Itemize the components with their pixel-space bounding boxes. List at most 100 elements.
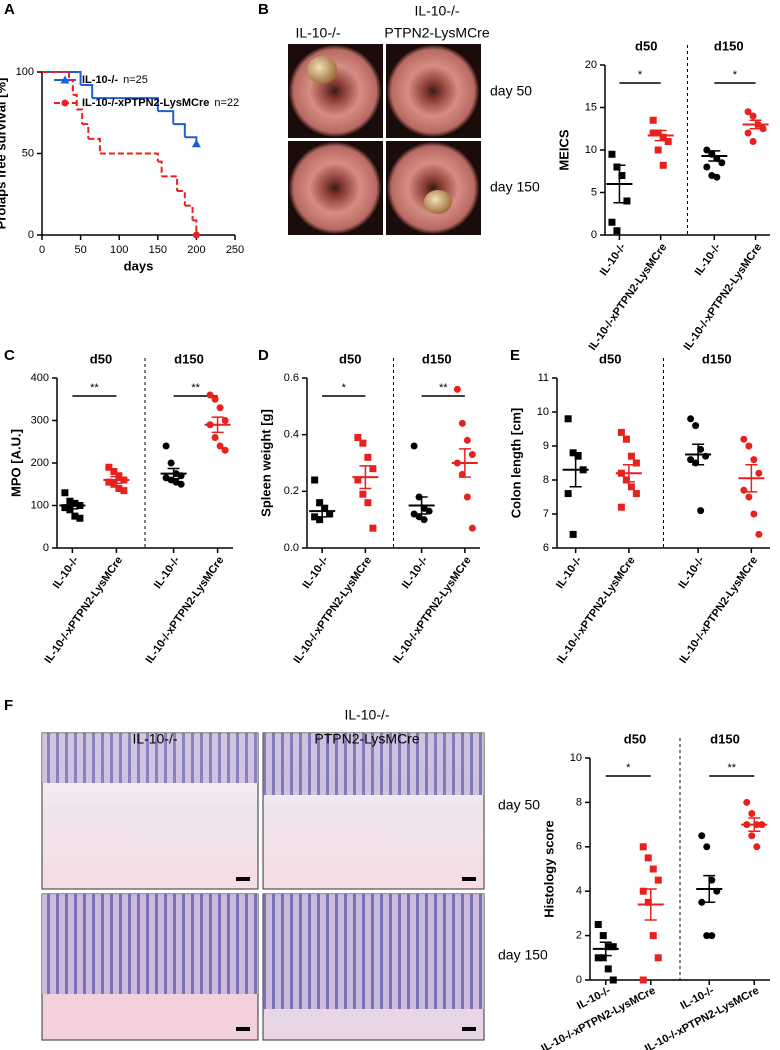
y-tick-label: 5 [591,186,597,198]
point [191,139,201,148]
significance-label: ** [90,382,99,394]
x-tick-label: IL-10-/-xPTPN2-LysMCre [144,555,227,666]
y-tick-label: 4 [576,885,582,897]
x-tick-label: IL-10-/-xPTPN2-LysMCre [291,555,374,666]
point [617,503,625,511]
point [687,456,695,464]
point [369,524,377,532]
column-header: IL-10-/- [132,731,177,747]
point [749,112,757,120]
point [632,490,640,498]
group-title: d50 [599,351,621,366]
legend-n: n=22 [214,97,239,109]
point [639,887,647,895]
x-tick-label: IL-10-/- [676,554,707,591]
group-title: d50 [635,38,657,53]
point [609,976,617,984]
point [410,442,418,450]
point [569,530,577,538]
point [654,129,662,137]
y-tick-label: 0 [43,542,49,554]
legend-marker [61,99,69,107]
row-label: day 150 [490,179,540,195]
point [692,422,700,430]
survival-step [184,204,194,221]
error-bar [569,452,582,488]
point [110,468,118,475]
point [120,487,128,495]
y-tick-label: 50 [22,147,34,159]
point [622,435,630,443]
error-bar [110,475,123,485]
point [115,472,123,480]
point [654,146,662,154]
panel-label: B [258,1,269,18]
point [748,832,756,840]
significance-label: * [638,69,643,81]
point [703,932,711,940]
point [759,125,767,133]
error-bar [359,465,372,490]
point [632,459,640,467]
survival-step [42,71,71,81]
error-bar [622,463,635,483]
y-tick-label: 100 [16,66,34,78]
survival-step [161,175,179,191]
point [425,507,433,515]
point [744,108,752,116]
point [599,932,607,940]
error-bar [654,129,667,142]
legend-label: IL-10-/-xPTPN2-LysMCre [82,97,209,109]
point [599,954,607,962]
panel-label: E [510,347,520,364]
panel-label: F [4,697,13,714]
point [698,832,706,840]
y-tick-label: 0.6 [284,372,299,384]
panel-label: A [4,1,15,18]
point [105,478,113,486]
point [698,898,706,906]
point [61,504,69,512]
point [609,943,617,951]
y-tick-label: 8 [543,474,549,486]
survival-step [157,160,163,177]
point [649,932,657,940]
y-tick-label: 6 [576,841,582,853]
point [613,227,621,235]
point [659,133,667,141]
survival-step [173,123,186,138]
y-axis-title: Spleen weight [g] [258,409,273,517]
error-bar [749,119,762,130]
point [617,428,625,436]
point [753,843,761,851]
point [745,442,753,450]
x-tick-label: IL-10-/-xPTPN2-LysMCre [587,242,670,353]
survival-step [82,123,90,139]
y-tick-label: 20 [585,59,597,71]
point [618,172,626,179]
y-tick-label: 9 [543,440,549,452]
point [594,921,602,928]
point [221,446,229,454]
point [463,493,471,501]
point [659,161,667,169]
point [594,954,602,962]
point [321,504,329,512]
error-bar [644,888,657,921]
group-title: d50 [624,731,646,746]
endoscopy-images [288,44,481,235]
column-header: PTPN2-LysMCre [384,25,489,41]
point [574,452,582,460]
y-axis-title: Colon length [cm] [508,408,523,519]
column-header: IL-10-/- [344,707,389,723]
x-tick-label: IL-10-/- [51,554,82,591]
point [311,476,319,484]
point [71,512,79,520]
y-axis-title: MPO [A.U.] [8,429,23,497]
y-tick-label: 11 [538,372,549,384]
error-bar [745,463,758,493]
x-tick-label: 100 [110,244,128,256]
point [703,843,711,851]
point [703,146,711,154]
point [211,434,219,441]
